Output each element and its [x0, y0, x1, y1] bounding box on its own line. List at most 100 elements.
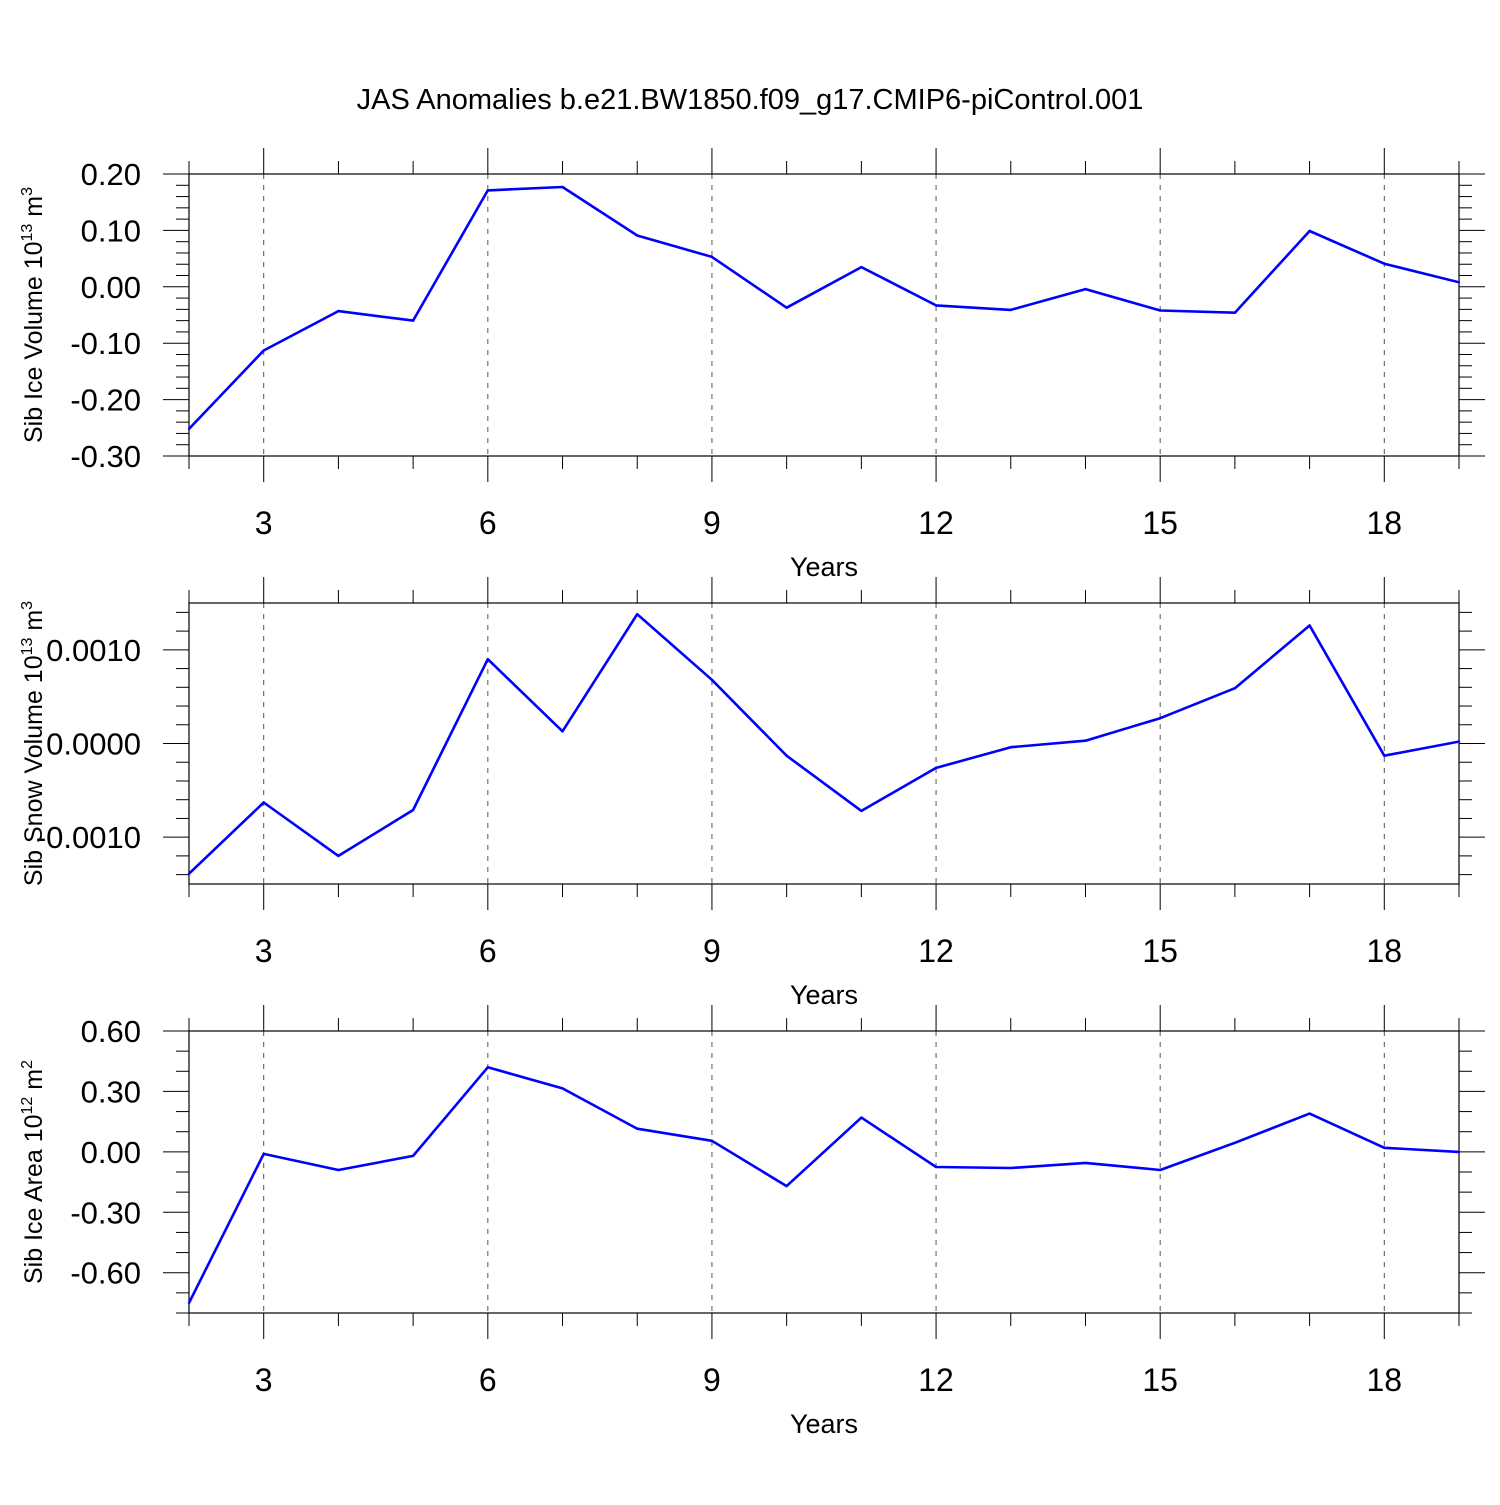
- x-tick-label: 6: [479, 1362, 497, 1398]
- y-tick-label: -0.60: [70, 1256, 141, 1291]
- y-tick-label: 0.20: [81, 157, 141, 192]
- series-line-bottom: [189, 1066, 1459, 1304]
- data-point: [411, 808, 415, 812]
- series-line-middle: [189, 612, 1459, 875]
- x-tick-label: 3: [255, 1362, 273, 1398]
- data-point: [1158, 1168, 1162, 1172]
- data-point: [262, 349, 265, 352]
- data-point: [187, 427, 191, 431]
- x-tick-label: 6: [479, 933, 497, 969]
- data-point: [785, 306, 788, 309]
- data-point: [636, 1127, 639, 1130]
- data-point: [1009, 746, 1012, 749]
- y-tick-label: -0.0010: [36, 820, 141, 855]
- data-point: [860, 1116, 863, 1119]
- y-tick-label: 0.0010: [46, 633, 141, 668]
- x-tick-label: 9: [703, 933, 721, 969]
- y-tick-label: -0.10: [70, 326, 141, 361]
- data-point: [1308, 229, 1311, 233]
- data-point: [1308, 1112, 1311, 1115]
- y-axis-label: Sib Snow Volume 1013 m3: [19, 601, 48, 886]
- data-point: [1158, 717, 1162, 720]
- data-point: [1009, 1166, 1012, 1170]
- x-tick-label: 15: [1142, 505, 1178, 541]
- y-tick-label: -0.20: [70, 383, 141, 418]
- plot-frame: [188, 602, 1460, 885]
- data-point: [337, 1168, 340, 1172]
- data-point: [1457, 1150, 1461, 1154]
- data-point: [411, 319, 415, 322]
- x-tick-label: 12: [918, 933, 954, 969]
- data-point: [934, 1165, 938, 1169]
- data-point: [1457, 281, 1461, 284]
- data-point: [561, 730, 564, 733]
- data-point: [1383, 262, 1386, 265]
- data-point: [262, 801, 265, 804]
- y-tick-label: 0.10: [81, 213, 141, 248]
- data-point: [860, 809, 863, 813]
- data-point: [337, 854, 340, 858]
- data-point: [561, 1087, 564, 1090]
- data-point: [1457, 740, 1461, 743]
- y-axis-label: Sib Ice Volume 1013 m3: [19, 187, 48, 443]
- data-point: [1233, 311, 1237, 314]
- data-point: [1084, 1161, 1087, 1165]
- figure-title: JAS Anomalies b.e21.BW1850.f09_g17.CMIP6…: [356, 84, 1144, 116]
- x-axis-label: Years: [790, 980, 858, 1010]
- x-axis-label: Years: [790, 1409, 858, 1439]
- data-point: [1084, 739, 1087, 742]
- plot-frame: [188, 173, 1460, 457]
- x-tick-label: 9: [703, 1362, 721, 1398]
- data-point: [262, 1152, 265, 1156]
- x-tick-label: 3: [255, 505, 273, 541]
- data-point: [486, 658, 490, 661]
- x-axis-label: Years: [790, 552, 858, 582]
- plot-frame: [188, 1030, 1460, 1314]
- data-point: [1233, 1141, 1237, 1144]
- data-point: [934, 766, 938, 770]
- x-tick-label: 15: [1142, 1362, 1178, 1398]
- y-tick-label: 0.00: [81, 1135, 141, 1170]
- panel-top: 3 6 9 12 15 18 Years -0.30 -0.20 -0.10 0.00 0.10 0.2…: [19, 148, 1485, 582]
- x-tick-label: 18: [1366, 505, 1402, 541]
- data-point: [187, 872, 191, 875]
- data-point: [561, 185, 564, 189]
- data-point: [710, 678, 714, 682]
- panel-bottom: 3 6 9 12 15 18 Years -0.60 -0.30 0.00 0.30 0.60 Sib …: [19, 1005, 1485, 1439]
- y-tick-label: -0.30: [70, 1195, 141, 1230]
- x-tick-label: 15: [1142, 933, 1178, 969]
- data-point: [636, 234, 639, 237]
- data-point: [1308, 624, 1311, 627]
- x-tick-label: 12: [918, 505, 954, 541]
- data-point: [710, 255, 714, 259]
- data-point: [785, 754, 788, 757]
- y-tick-label: 0.00: [81, 270, 141, 305]
- x-tick-label: 6: [479, 505, 497, 541]
- x-tick-label: 12: [918, 1362, 954, 1398]
- data-point: [1009, 308, 1012, 312]
- data-point: [1084, 287, 1087, 291]
- data-point: [486, 189, 490, 192]
- data-point: [1233, 687, 1237, 690]
- y-tick-label: 0.0000: [46, 727, 141, 762]
- data-point: [187, 1301, 191, 1305]
- data-point: [934, 304, 938, 307]
- data-point: [1383, 754, 1386, 757]
- y-tick-label: -0.30: [70, 439, 141, 474]
- data-point: [1158, 309, 1162, 312]
- data-point: [785, 1184, 788, 1188]
- x-tick-label: 9: [703, 505, 721, 541]
- y-tick-label: 0.60: [81, 1014, 141, 1049]
- data-point: [1383, 1146, 1386, 1150]
- y-axis-label: Sib Ice Area 1012 m2: [19, 1060, 48, 1284]
- x-tick-label: 18: [1366, 933, 1402, 969]
- data-point: [636, 613, 639, 616]
- series-line-top: [189, 185, 1459, 430]
- data-point: [486, 1066, 490, 1069]
- data-point: [411, 1154, 415, 1158]
- x-tick-label: 18: [1366, 1362, 1402, 1398]
- x-tick-label: 3: [255, 933, 273, 969]
